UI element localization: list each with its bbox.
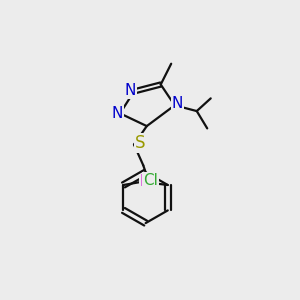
Text: S: S [135, 134, 146, 152]
Text: N: N [172, 96, 183, 111]
Text: Cl: Cl [143, 173, 158, 188]
Text: N: N [125, 83, 136, 98]
Text: F: F [140, 175, 148, 190]
Text: N: N [112, 106, 123, 121]
